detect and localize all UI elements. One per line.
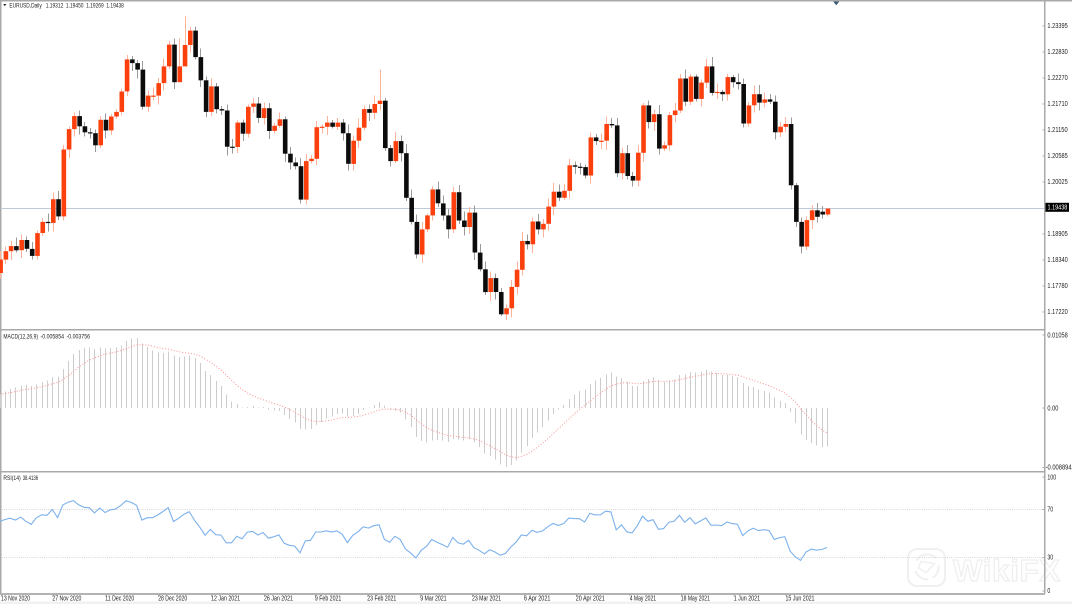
svg-text:1.19438: 1.19438: [106, 2, 124, 9]
svg-text:13 Nov 2020: 13 Nov 2020: [1, 596, 30, 603]
svg-text:30: 30: [1047, 555, 1053, 562]
svg-text:-0.003756: -0.003756: [67, 333, 91, 340]
svg-text:28 Dec 2020: 28 Dec 2020: [158, 596, 187, 603]
svg-text:38.4136: 38.4136: [23, 475, 39, 482]
svg-text:0: 0: [1047, 588, 1050, 595]
svg-text:1.17780: 1.17780: [1047, 283, 1067, 290]
svg-text:15 Jun 2021: 15 Jun 2021: [786, 596, 815, 603]
svg-text:1.19312: 1.19312: [46, 2, 64, 9]
svg-text:9 Feb 2021: 9 Feb 2021: [315, 596, 341, 603]
svg-text:23 Feb 2021: 23 Feb 2021: [367, 596, 396, 603]
svg-text:RSI(14): RSI(14): [3, 475, 20, 482]
svg-text:1.19438: 1.19438: [1048, 205, 1068, 212]
svg-text:-0.008894: -0.008894: [1046, 465, 1072, 472]
svg-text:1.21710: 1.21710: [1047, 101, 1067, 108]
svg-text:EURUSD,Daily: EURUSD,Daily: [9, 2, 42, 9]
svg-text:12 Jan 2021: 12 Jan 2021: [211, 596, 240, 603]
svg-text:20 Apr 2021: 20 Apr 2021: [576, 596, 605, 603]
svg-text:0.01058: 0.01058: [1047, 332, 1067, 339]
svg-text:9 Mar 2021: 9 Mar 2021: [420, 596, 446, 603]
svg-text:23 Mar 2021: 23 Mar 2021: [472, 596, 501, 603]
svg-text:26 Jan 2021: 26 Jan 2021: [264, 596, 293, 603]
svg-text:1.19450: 1.19450: [66, 2, 84, 9]
svg-text:1.21150: 1.21150: [1047, 127, 1067, 134]
svg-text:0.00: 0.00: [1047, 405, 1058, 412]
svg-text:1.18340: 1.18340: [1047, 257, 1067, 264]
svg-text:1.20025: 1.20025: [1047, 179, 1067, 186]
svg-text:27 Nov 2020: 27 Nov 2020: [52, 596, 81, 603]
svg-text:4 May 2021: 4 May 2021: [630, 596, 656, 603]
svg-text:1.20585: 1.20585: [1047, 153, 1067, 160]
svg-text:100: 100: [1047, 474, 1056, 481]
svg-text:70: 70: [1047, 507, 1053, 514]
svg-text:-0.005854: -0.005854: [41, 333, 65, 340]
svg-text:1.19269: 1.19269: [86, 2, 104, 9]
svg-text:1 Jun 2021: 1 Jun 2021: [734, 596, 760, 603]
svg-text:1.23395: 1.23395: [1047, 23, 1067, 30]
svg-text:MACD(12,26,9): MACD(12,26,9): [3, 333, 38, 340]
svg-text:1.17220: 1.17220: [1047, 309, 1067, 316]
svg-text:11 Dec 2020: 11 Dec 2020: [105, 596, 134, 603]
svg-text:18 May 2021: 18 May 2021: [681, 596, 710, 603]
svg-text:6 Apr 2021: 6 Apr 2021: [524, 596, 550, 603]
svg-text:1.22830: 1.22830: [1047, 49, 1067, 56]
svg-text:1.18905: 1.18905: [1047, 231, 1067, 238]
svg-text:1.22270: 1.22270: [1047, 75, 1067, 82]
svg-text:WikiFX: WikiFX: [953, 553, 1061, 588]
